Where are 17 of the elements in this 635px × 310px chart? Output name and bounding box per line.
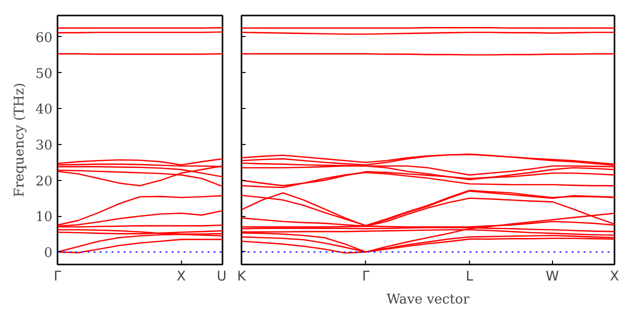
- x-tick-label: Γ: [362, 270, 370, 284]
- y-tick-label: 50: [36, 66, 53, 82]
- x-tick-label: L: [466, 270, 474, 284]
- x-tick-label: U: [216, 270, 227, 284]
- x-axis-title: Wave vector: [386, 292, 470, 308]
- x-tick-label: W: [546, 270, 559, 284]
- y-tick-label: 30: [36, 138, 53, 154]
- y-axis-title: Frequency (THz): [12, 82, 28, 198]
- y-tick-label: 0: [44, 246, 53, 261]
- x-tick-label: K: [237, 270, 248, 284]
- y-tick-label: 60: [36, 30, 53, 46]
- x-tick-label: Γ: [54, 270, 62, 284]
- x-tick-label: X: [610, 270, 620, 284]
- y-tick-label: 10: [36, 210, 53, 226]
- x-tick-label: X: [176, 270, 186, 284]
- y-tick-label: 20: [36, 174, 53, 190]
- y-tick-label: 40: [36, 102, 53, 118]
